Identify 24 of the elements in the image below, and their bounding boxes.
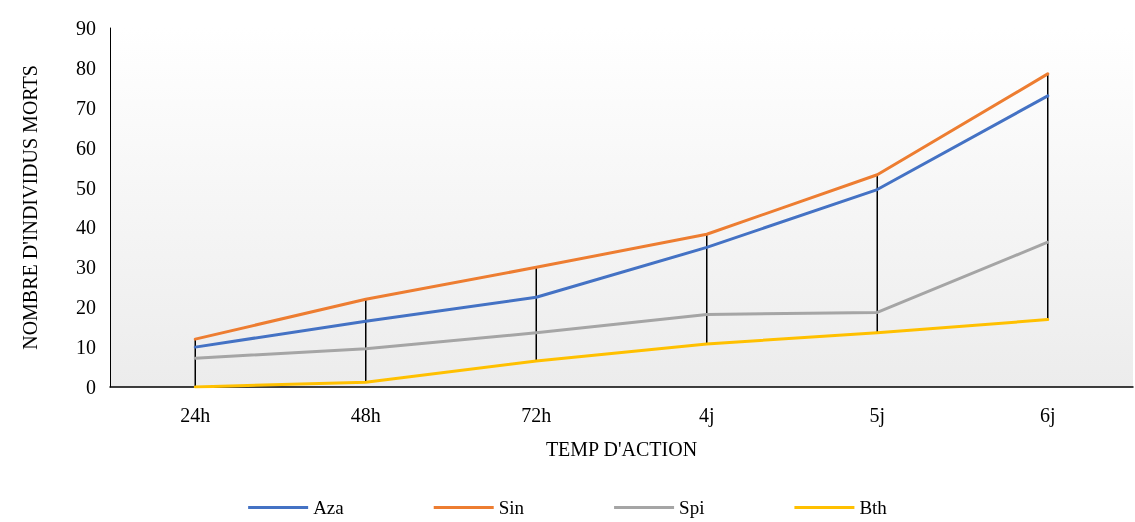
y-tick-label: 70 xyxy=(76,96,96,119)
x-tick-label: 4j xyxy=(698,404,715,427)
line-series xyxy=(193,318,1050,389)
x-tick-label: 48h xyxy=(350,404,381,426)
x-tick-label: 6j xyxy=(1039,404,1056,427)
x-tick-label: 5j xyxy=(869,404,886,427)
y-tick-label: 40 xyxy=(76,216,96,239)
y-axis-title: NOMBRE D'INDIVIDUS MORTS xyxy=(19,65,41,350)
legend-label: Aza xyxy=(313,497,345,518)
line-series xyxy=(193,240,1050,360)
legend-label: Spi xyxy=(679,497,705,518)
y-tick-label: 10 xyxy=(76,336,96,359)
y-tick-label: 90 xyxy=(76,17,96,39)
legend-label: Bth xyxy=(859,497,888,518)
y-tick-label: 80 xyxy=(76,56,96,79)
x-tick-label: 24h xyxy=(180,404,211,426)
legend-label: Sin xyxy=(498,497,525,518)
y-tick-label: 0 xyxy=(86,376,96,398)
x-axis-title: TEMP D'ACTION xyxy=(545,438,698,460)
y-tick-label: 20 xyxy=(76,296,96,319)
y-tick-label: 60 xyxy=(76,136,96,159)
y-tick-label: 30 xyxy=(76,256,96,279)
x-tick-label: 72h xyxy=(521,404,552,426)
y-tick-label: 50 xyxy=(76,176,96,199)
